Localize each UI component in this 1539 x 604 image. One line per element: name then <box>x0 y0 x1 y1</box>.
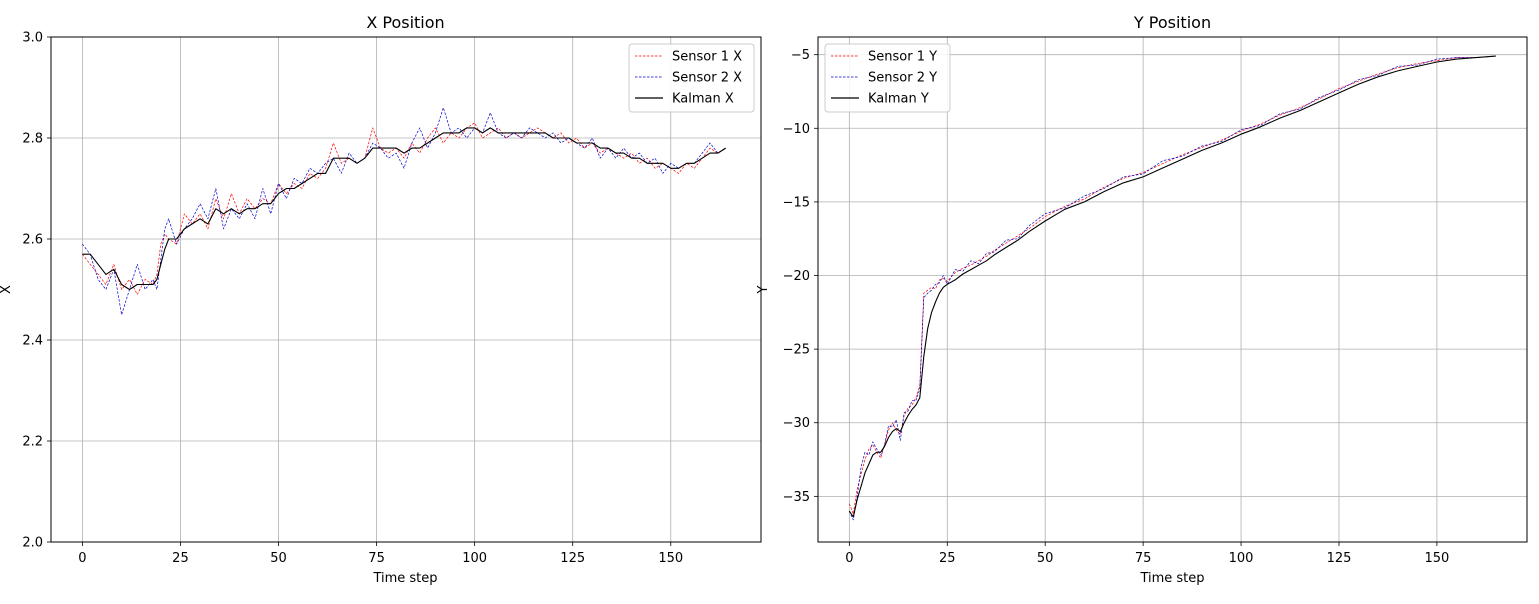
x-tick-label: 50 <box>270 551 287 566</box>
x-axis-label: Time step <box>1139 571 1204 586</box>
series-line-sensor-1-y <box>848 55 1496 515</box>
y-position-chart: Y Position 0 25 50 75 100 125 150 −35 −30 −25 −20 −… <box>756 13 1528 586</box>
axes-frame <box>817 36 1528 543</box>
y-tick-label: −25 <box>783 343 810 358</box>
x-tick-label: 125 <box>1327 551 1352 566</box>
x-tick-label: 50 <box>1037 551 1054 566</box>
x-tick-label: 0 <box>845 551 853 566</box>
grid-lines <box>818 37 1527 542</box>
chart-title: X Position <box>366 13 444 32</box>
legend-frame <box>628 43 755 113</box>
series-line-kalman-x <box>82 127 726 291</box>
x-tick-label: 25 <box>172 551 189 566</box>
chart-title: Y Position <box>1133 13 1211 32</box>
y-tick-label: −10 <box>783 122 810 137</box>
legend-label: Sensor 1 X <box>672 50 742 65</box>
x-tick-label: 0 <box>78 551 86 566</box>
plot-area <box>848 55 1496 521</box>
y-tick-label: −35 <box>783 490 810 505</box>
plot-area <box>82 107 726 316</box>
y-tick-label: −20 <box>783 269 810 284</box>
y-axis-label: Y <box>756 285 771 294</box>
y-tick-label: −30 <box>783 416 810 431</box>
legend-label: Sensor 2 X <box>672 71 742 86</box>
x-tick-label: 125 <box>560 551 585 566</box>
x-tick-label: 150 <box>658 551 683 566</box>
y-tick-label: 2.4 <box>22 334 43 349</box>
y-axis-label: X <box>0 285 14 294</box>
x-tick-label: 75 <box>368 551 385 566</box>
y-tick-label: 3.0 <box>22 31 43 46</box>
series-line-sensor-2-x <box>82 107 726 316</box>
x-tick-label: 100 <box>1229 551 1254 566</box>
y-tick-label: 2.8 <box>22 132 43 147</box>
x-tick-label: 150 <box>1424 551 1449 566</box>
legend-label: Sensor 1 Y <box>868 50 937 65</box>
y-tick-label: 2.6 <box>22 233 43 248</box>
legend: Sensor 1 X Sensor 2 X Kalman X <box>628 43 755 113</box>
legend-label: Kalman X <box>672 92 734 107</box>
axis-ticks: 0 25 50 75 100 125 150 2.0 2.2 2.4 2.6 2.8 3.0 <box>22 31 683 567</box>
axis-ticks: 0 25 50 75 100 125 150 −35 −30 −25 −20 −15 −10 −5 <box>783 48 1450 566</box>
x-tick-label: 25 <box>939 551 956 566</box>
x-tick-label: 75 <box>1135 551 1152 566</box>
series-line-sensor-2-y <box>848 55 1496 521</box>
series-line-kalman-y <box>848 55 1496 518</box>
x-tick-label: 100 <box>462 551 487 566</box>
axes-frame <box>50 36 762 543</box>
legend: Sensor 1 Y Sensor 2 Y Kalman Y <box>824 43 951 113</box>
x-axis-label: Time step <box>372 571 437 586</box>
y-tick-label: 2.0 <box>22 536 43 551</box>
legend-label: Kalman Y <box>868 92 929 107</box>
x-position-chart: X Position 0 25 50 75 100 125 150 2.0 2.2 2.4 2.6 2… <box>0 13 762 586</box>
legend-frame <box>824 43 951 113</box>
y-tick-label: −15 <box>783 195 810 210</box>
y-tick-label: 2.2 <box>22 435 43 450</box>
legend-label: Sensor 2 Y <box>868 71 937 86</box>
y-tick-label: −5 <box>791 48 810 63</box>
